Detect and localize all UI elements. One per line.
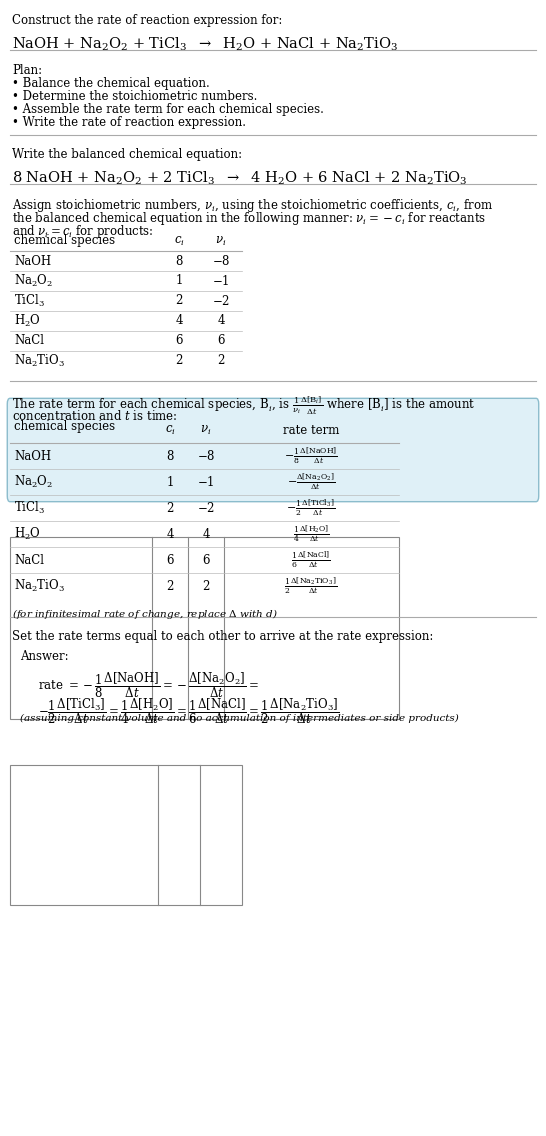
Text: $-\dfrac{1}{2}\dfrac{\Delta[\mathrm{TiCl_3}]}{\Delta t} = \dfrac{1}{4}\dfrac{\De: $-\dfrac{1}{2}\dfrac{\Delta[\mathrm{TiCl… — [38, 696, 339, 726]
Text: 6: 6 — [166, 553, 174, 567]
Text: rate term: rate term — [283, 424, 339, 436]
Text: 4: 4 — [217, 315, 225, 327]
Text: NaOH: NaOH — [14, 254, 51, 267]
Text: $-\frac{\Delta[\mathrm{Na_2O_2}]}{\Delta t}$: $-\frac{\Delta[\mathrm{Na_2O_2}]}{\Delta… — [287, 471, 335, 492]
Text: TiCl$_3$: TiCl$_3$ — [14, 293, 45, 309]
Text: $-$1: $-$1 — [197, 475, 215, 488]
Text: H$_2$O: H$_2$O — [14, 526, 41, 542]
Text: $-\frac{1}{8}\frac{\Delta[\mathrm{NaOH}]}{\Delta t}$: $-\frac{1}{8}\frac{\Delta[\mathrm{NaOH}]… — [284, 445, 338, 467]
Text: 4: 4 — [202, 527, 210, 541]
Text: H$_2$O: H$_2$O — [14, 312, 41, 329]
Text: Answer:: Answer: — [20, 650, 69, 663]
Text: $-$1: $-$1 — [212, 274, 230, 289]
Text: NaOH + Na$_2$O$_2$ + TiCl$_3$  $\rightarrow$  H$_2$O + NaCl + Na$_2$TiO$_3$: NaOH + Na$_2$O$_2$ + TiCl$_3$ $\rightarr… — [12, 36, 398, 53]
Text: 2: 2 — [217, 354, 225, 368]
Text: Plan:: Plan: — [12, 64, 42, 77]
Text: (for infinitesimal rate of change, replace $\Delta$ with $d$): (for infinitesimal rate of change, repla… — [12, 607, 278, 621]
Text: $\frac{1}{2}\frac{\Delta[\mathrm{Na_2TiO_3}]}{\Delta t}$: $\frac{1}{2}\frac{\Delta[\mathrm{Na_2TiO… — [284, 576, 337, 596]
Text: The rate term for each chemical species, B$_i$, is $\frac{1}{\nu_i}\frac{\Delta[: The rate term for each chemical species,… — [12, 394, 476, 417]
Text: 2: 2 — [175, 294, 183, 308]
Text: NaCl: NaCl — [14, 553, 44, 567]
Text: • Assemble the rate term for each chemical species.: • Assemble the rate term for each chemic… — [12, 103, 324, 116]
Text: $\nu_i$: $\nu_i$ — [215, 234, 227, 248]
Text: (assuming constant volume and no accumulation of intermediates or side products): (assuming constant volume and no accumul… — [20, 715, 459, 724]
Bar — [10, 537, 399, 719]
Text: concentration and $t$ is time:: concentration and $t$ is time: — [12, 409, 177, 423]
Text: $-$8: $-$8 — [212, 254, 230, 268]
Text: 6: 6 — [202, 553, 210, 567]
Text: chemical species: chemical species — [14, 420, 115, 433]
Text: and $\nu_i = c_i$ for products:: and $\nu_i = c_i$ for products: — [12, 223, 154, 240]
Text: 6: 6 — [217, 334, 225, 348]
Text: 1: 1 — [167, 476, 174, 488]
Text: $-$8: $-$8 — [197, 449, 215, 463]
Text: Assign stoichiometric numbers, $\nu_i$, using the stoichiometric coefficients, $: Assign stoichiometric numbers, $\nu_i$, … — [12, 197, 493, 214]
Text: $\frac{1}{6}\frac{\Delta[\mathrm{NaCl}]}{\Delta t}$: $\frac{1}{6}\frac{\Delta[\mathrm{NaCl}]}… — [291, 550, 331, 570]
Text: 4: 4 — [166, 527, 174, 541]
Text: • Determine the stoichiometric numbers.: • Determine the stoichiometric numbers. — [12, 90, 257, 103]
Text: 4: 4 — [175, 315, 183, 327]
Text: Na$_2$TiO$_3$: Na$_2$TiO$_3$ — [14, 353, 65, 369]
Text: Na$_2$TiO$_3$: Na$_2$TiO$_3$ — [14, 578, 65, 594]
Text: 2: 2 — [203, 579, 210, 593]
Text: TiCl$_3$: TiCl$_3$ — [14, 500, 45, 516]
Text: • Balance the chemical equation.: • Balance the chemical equation. — [12, 77, 210, 90]
Text: 6: 6 — [175, 334, 183, 348]
Text: $\nu_i$: $\nu_i$ — [200, 424, 212, 436]
Text: 2: 2 — [175, 354, 183, 368]
Text: Set the rate terms equal to each other to arrive at the rate expression:: Set the rate terms equal to each other t… — [12, 630, 434, 643]
Text: 2: 2 — [167, 579, 174, 593]
Text: • Write the rate of reaction expression.: • Write the rate of reaction expression. — [12, 116, 246, 130]
Text: Na$_2$O$_2$: Na$_2$O$_2$ — [14, 273, 53, 289]
Text: Na$_2$O$_2$: Na$_2$O$_2$ — [14, 474, 53, 490]
Text: $\frac{1}{4}\frac{\Delta[\mathrm{H_2O}]}{\Delta t}$: $\frac{1}{4}\frac{\Delta[\mathrm{H_2O}]}… — [293, 524, 329, 544]
Text: $-$2: $-$2 — [197, 501, 215, 515]
Text: the balanced chemical equation in the following manner: $\nu_i = -c_i$ for react: the balanced chemical equation in the fo… — [12, 210, 486, 227]
Text: NaOH: NaOH — [14, 450, 51, 462]
Text: $c_i$: $c_i$ — [164, 424, 175, 436]
Text: chemical species: chemical species — [14, 234, 115, 247]
Text: $c_i$: $c_i$ — [174, 234, 185, 248]
Text: $-\frac{1}{2}\frac{\Delta[\mathrm{TiCl_3}]}{\Delta t}$: $-\frac{1}{2}\frac{\Delta[\mathrm{TiCl_3… — [286, 498, 336, 518]
Text: 1: 1 — [175, 275, 183, 287]
Text: rate $= -\dfrac{1}{8}\dfrac{\Delta[\mathrm{NaOH}]}{\Delta t} = -\dfrac{\Delta[\m: rate $= -\dfrac{1}{8}\dfrac{\Delta[\math… — [38, 670, 259, 700]
Text: NaCl: NaCl — [14, 334, 44, 348]
Text: 8 NaOH + Na$_2$O$_2$ + 2 TiCl$_3$  $\rightarrow$  4 H$_2$O + 6 NaCl + 2 Na$_2$Ti: 8 NaOH + Na$_2$O$_2$ + 2 TiCl$_3$ $\righ… — [12, 170, 468, 187]
Text: Construct the rate of reaction expression for:: Construct the rate of reaction expressio… — [12, 14, 282, 27]
Text: 8: 8 — [167, 450, 174, 462]
Text: $-$2: $-$2 — [212, 294, 230, 308]
Text: 2: 2 — [167, 501, 174, 515]
Bar — [10, 765, 242, 905]
Text: 8: 8 — [175, 254, 183, 267]
Text: Write the balanced chemical equation:: Write the balanced chemical equation: — [12, 148, 242, 161]
FancyBboxPatch shape — [7, 399, 539, 502]
